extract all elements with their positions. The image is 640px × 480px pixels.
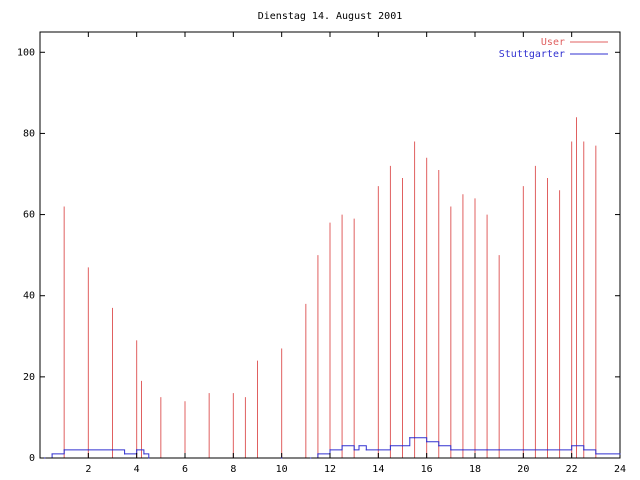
x-tick-label: 16 (421, 464, 433, 475)
stuttgarter-point (329, 449, 331, 451)
x-axis-ticks: 2 4 6 8 10 12 14 16 18 20 22 24 (85, 32, 626, 475)
x-tick-label: 14 (372, 464, 384, 475)
y-tick-label: 20 (23, 372, 35, 383)
chart-title: Dienstag 14. August 2001 (258, 11, 403, 22)
stuttgarter-point (365, 449, 367, 451)
y-tick-label: 40 (23, 291, 35, 302)
stuttgarter-point (474, 449, 476, 451)
stuttgarter-point (51, 453, 53, 455)
stuttgarter-point (522, 449, 524, 451)
stuttgarter-point (148, 457, 150, 459)
stuttgarter-point (413, 437, 416, 439)
stuttgarter-point (583, 449, 585, 451)
stuttgarter-point (426, 441, 428, 443)
x-tick-label: 20 (517, 464, 529, 475)
x-tick-label: 12 (324, 464, 336, 475)
stuttgarter-point (450, 449, 452, 451)
x-tick-label: 8 (230, 464, 236, 475)
stuttgarter-point (546, 449, 549, 451)
stuttgarter-point (358, 445, 360, 447)
stuttgarter-point (123, 453, 126, 455)
legend: User Stuttgarter (499, 37, 608, 60)
stuttgarter-point (111, 449, 114, 451)
stuttgarter-point (438, 445, 440, 447)
x-tick-label: 18 (469, 464, 481, 475)
y-tick-label: 0 (29, 453, 35, 464)
x-tick-label: 2 (85, 464, 91, 475)
stuttgarter-point (353, 449, 355, 451)
stuttgarter-point (595, 453, 597, 455)
stuttgarter-point (317, 453, 319, 455)
stuttgarter-point (571, 445, 573, 447)
legend-label-user: User (541, 37, 565, 48)
x-tick-label: 4 (134, 464, 140, 475)
stuttgarter-point (377, 449, 379, 451)
stuttgarter-point (136, 449, 138, 451)
stuttgarter-point (619, 453, 621, 455)
stuttgarter-point (462, 449, 464, 451)
stuttgarter-line (44, 437, 620, 459)
x-tick-label: 22 (566, 464, 578, 475)
legend-label-stuttgarter: Stuttgarter (499, 49, 565, 60)
stuttgarter-point (409, 437, 411, 439)
x-tick-label: 6 (182, 464, 188, 475)
y-axis-ticks: 0 20 40 60 80 100 (17, 47, 620, 464)
stuttgarter-point (63, 449, 65, 451)
x-tick-label: 24 (614, 464, 626, 475)
y-tick-label: 80 (23, 128, 35, 139)
stuttgarter-point (310, 457, 312, 459)
stuttgarter-point (87, 449, 89, 451)
stuttgarter-point (281, 457, 283, 459)
stuttgarter-point (143, 453, 145, 455)
stuttgarter-point (389, 445, 392, 447)
y-tick-label: 60 (23, 210, 35, 221)
stuttgarter-point (401, 445, 404, 447)
y-tick-label: 100 (17, 47, 35, 58)
user-bars (39, 117, 621, 458)
stuttgarter-point (498, 449, 500, 451)
stuttgarter-point (341, 445, 343, 447)
x-tick-label: 10 (276, 464, 288, 475)
stuttgarter-point (44, 457, 46, 459)
stuttgarter-point (486, 449, 488, 451)
